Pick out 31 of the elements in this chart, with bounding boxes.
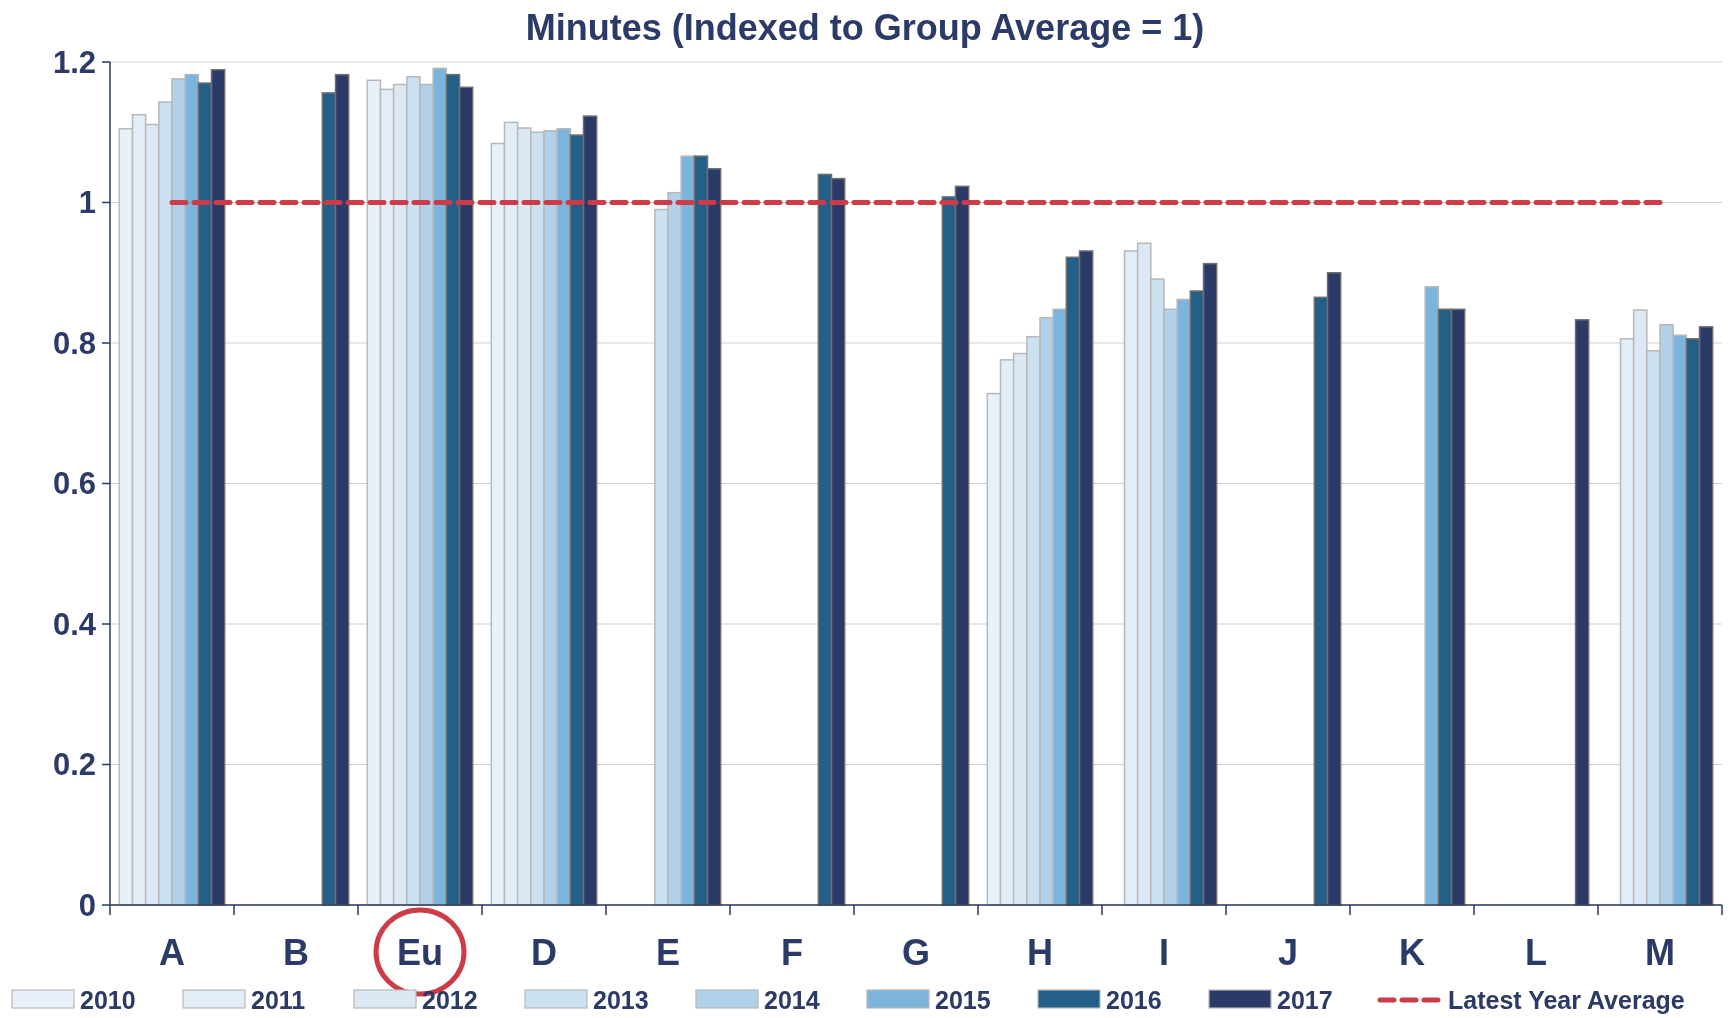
legend-label: 2016 (1106, 985, 1162, 1014)
chart-title: Minutes (Indexed to Group Average = 1) (525, 7, 1205, 48)
x-tick-label: G (901, 932, 931, 973)
y-tick-label: 0.6 (52, 466, 96, 502)
x-tick-label: L (1525, 932, 1547, 973)
x-tick-label: D (531, 932, 557, 973)
legend-label: 2011 (251, 985, 306, 1014)
x-tick-label: Eu (396, 932, 444, 973)
y-tick-label: 0.4 (52, 606, 97, 642)
legend-label: 2010 (80, 985, 136, 1014)
x-tick-label: I (1158, 932, 1170, 973)
legend-label: 2012 (422, 985, 478, 1014)
bar (1424, 286, 1440, 906)
x-tick-label: F (781, 932, 803, 973)
y-tick-label: 1.2 (52, 44, 96, 80)
x-tick-label: H (1027, 932, 1053, 973)
x-tick-label: M (1645, 932, 1675, 973)
legend-label: 2015 (935, 985, 991, 1014)
legend-label: 2013 (593, 985, 649, 1014)
x-tick-label: J (1277, 932, 1299, 973)
x-tick-label: K (1399, 932, 1425, 973)
y-tick-label: 1 (78, 185, 96, 221)
x-tick-label: E (655, 932, 681, 973)
y-tick-label: 0.2 (52, 747, 96, 783)
legend-label: Latest Year Average (1448, 985, 1685, 1014)
x-tick-label: B (283, 932, 309, 973)
y-tick-label: 0.8 (52, 325, 96, 361)
legend-label: 2014 (764, 985, 820, 1014)
y-tick-label: 0 (78, 887, 96, 923)
x-tick-label: A (159, 932, 185, 973)
legend-label: 2017 (1277, 985, 1333, 1014)
